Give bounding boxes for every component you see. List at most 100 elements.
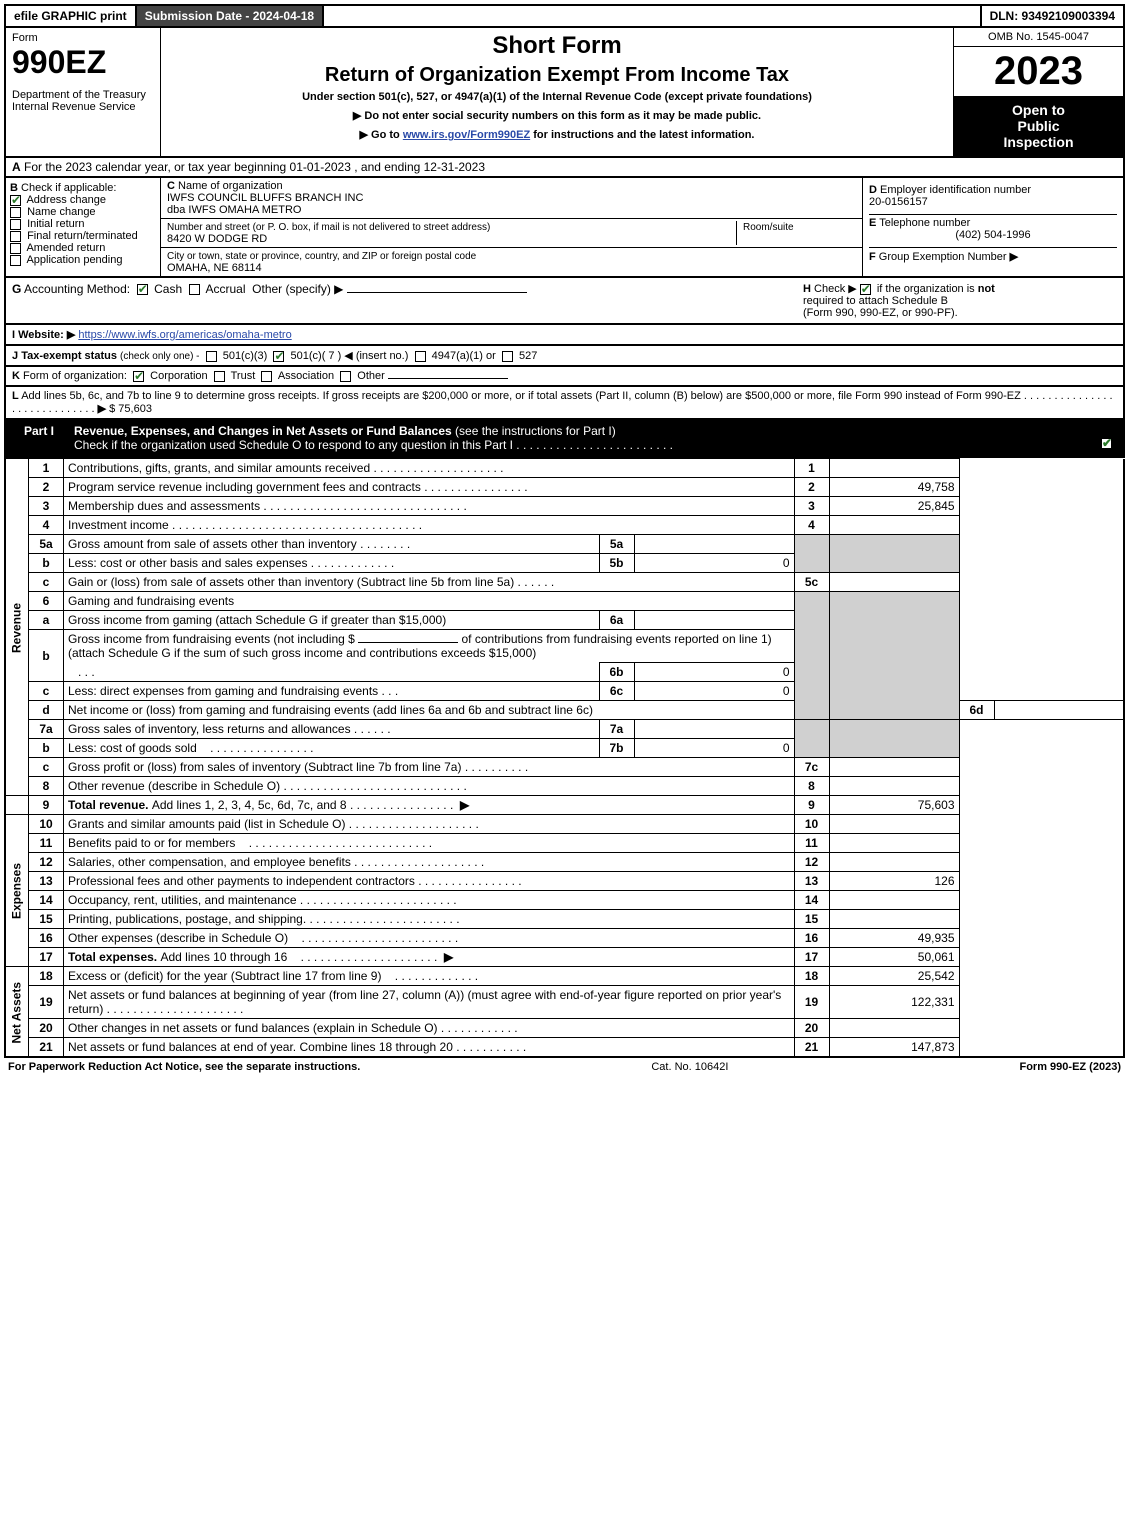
corporation-checkbox[interactable] [133,371,144,382]
line-num: 2 [29,478,64,497]
line-right-val [829,834,959,853]
final-return-checkbox[interactable] [10,231,21,242]
table-row: c Gross profit or (loss) from sales of i… [5,758,1124,777]
ein-heading: Employer identification number [880,184,1031,196]
line-num: 18 [29,967,64,986]
phone-heading: Telephone number [879,217,970,229]
line-desc: Gross sales of inventory, less returns a… [64,720,600,739]
line-right-val: 49,758 [829,478,959,497]
section-g: G Accounting Method: Cash Accrual Other … [12,282,797,319]
line-num: 3 [29,497,64,516]
name-change-checkbox[interactable] [10,207,21,218]
gray-cell [829,535,959,573]
part-i-header: Part I Revenue, Expenses, and Changes in… [4,420,1125,458]
addr-value: 8420 W DODGE RD [167,233,267,245]
h-not: not [978,283,995,295]
part-i-check-line: Check if the organization used Schedule … [74,438,513,452]
part-i-label: Part I [14,424,64,452]
4947-checkbox[interactable] [415,351,426,362]
city-value: OMAHA, NE 68114 [167,262,262,274]
form-word: Form [12,32,38,44]
trust-checkbox[interactable] [214,371,225,382]
open-to-public: Open to Public Inspection [954,96,1123,156]
section-l: L Add lines 5b, 6c, and 7b to line 9 to … [4,387,1125,420]
association-checkbox[interactable] [261,371,272,382]
address-row: Number and street (or P. O. box, if mail… [161,219,862,248]
open-line1: Open to [958,102,1119,118]
open-line3: Inspection [958,134,1119,150]
org-name-row: C Name of organization IWFS COUNCIL BLUF… [161,178,862,219]
line-right-num: 11 [794,834,829,853]
accrual-checkbox[interactable] [189,284,200,295]
527-checkbox[interactable] [502,351,513,362]
other-org-input[interactable] [388,378,508,379]
line-right-val: 126 [829,872,959,891]
line-right-num: 2 [794,478,829,497]
501c3-checkbox[interactable] [206,351,217,362]
line-desc: Other revenue (describe in Schedule O) .… [64,777,795,796]
arrow-icon: ▶ [444,950,453,964]
line-right-num: 19 [794,986,829,1019]
efile-print-label[interactable]: efile GRAPHIC print [6,6,137,26]
section-i-label: I [12,329,15,341]
section-l-text: Add lines 5b, 6c, and 7b to line 9 to de… [21,390,1021,402]
open-line2: Public [958,118,1119,134]
sub-num: 6b [599,663,634,682]
final-return-label: Final return/terminated [27,230,138,242]
line-right-num: 17 [794,948,829,967]
501c-checkbox[interactable] [273,351,284,362]
application-pending-checkbox[interactable] [10,255,21,266]
line-right-num: 12 [794,853,829,872]
line-right-num: 8 [794,777,829,796]
city-row: City or town, state or province, country… [161,248,862,276]
h-text-post: if the organization is [877,283,978,295]
line-right-val [829,910,959,929]
line-desc: Occupancy, rent, utilities, and maintena… [64,891,795,910]
section-h-label: H [803,283,811,295]
line-right-num: 9 [794,796,829,815]
info-grid: B Check if applicable: Address change Na… [4,178,1125,278]
other-accounting-input[interactable] [347,292,527,293]
table-row: Revenue 1 Contributions, gifts, grants, … [5,459,1124,478]
fundraising-amount-input[interactable] [358,642,458,643]
amended-return-checkbox[interactable] [10,243,21,254]
line-num: b [29,554,64,573]
schedule-o-checkbox[interactable] [1101,438,1112,449]
line-desc: Gaming and fundraising events [64,592,795,611]
line-right-num: 3 [794,497,829,516]
table-row: c Gain or (loss) from sale of assets oth… [5,573,1124,592]
line-desc: Net assets or fund balances at end of ye… [64,1038,795,1058]
under-section: Under section 501(c), 527, or 4947(a)(1)… [169,91,945,103]
other-org-checkbox[interactable] [340,371,351,382]
table-row: 20 Other changes in net assets or fund b… [5,1019,1124,1038]
line-right-num: 16 [794,929,829,948]
cat-number: Cat. No. 10642I [651,1061,728,1073]
initial-return-checkbox[interactable] [10,219,21,230]
sub-num: 5b [599,554,634,573]
cash-checkbox[interactable] [137,284,148,295]
schedule-b-checkbox[interactable] [860,284,871,295]
gray-cell [829,592,959,720]
line-num: 13 [29,872,64,891]
name-change-label: Name change [27,206,96,218]
section-b: B Check if applicable: Address change Na… [6,178,161,276]
initial-return-label: Initial return [27,218,84,230]
return-title: Return of Organization Exempt From Incom… [169,64,945,87]
part-i-title-wrap: Revenue, Expenses, and Changes in Net As… [74,424,1101,452]
tax-exempt-sub: (check only one) - [120,351,199,362]
address-change-checkbox[interactable] [10,195,21,206]
table-row: 19 Net assets or fund balances at beginn… [5,986,1124,1019]
group-exemption-heading: Group Exemption Number [879,251,1007,263]
section-f: F Group Exemption Number ▶ [869,248,1117,269]
line-right-val [829,1019,959,1038]
org-name-1: IWFS COUNCIL BLUFFS BRANCH INC [167,192,363,204]
form-org-heading: Form of organization: [23,370,127,382]
part-i-table: Revenue 1 Contributions, gifts, grants, … [4,458,1125,1058]
website-link[interactable]: https://www.iwfs.org/americas/omaha-metr… [78,329,291,341]
irs-label: Internal Revenue Service [12,101,154,113]
instructions-link[interactable]: www.irs.gov/Form990EZ [403,129,530,141]
line-right-num: 1 [794,459,829,478]
line-right-val: 75,603 [829,796,959,815]
section-c-label: C [167,180,175,192]
netassets-vertical-label: Net Assets [5,967,29,1058]
